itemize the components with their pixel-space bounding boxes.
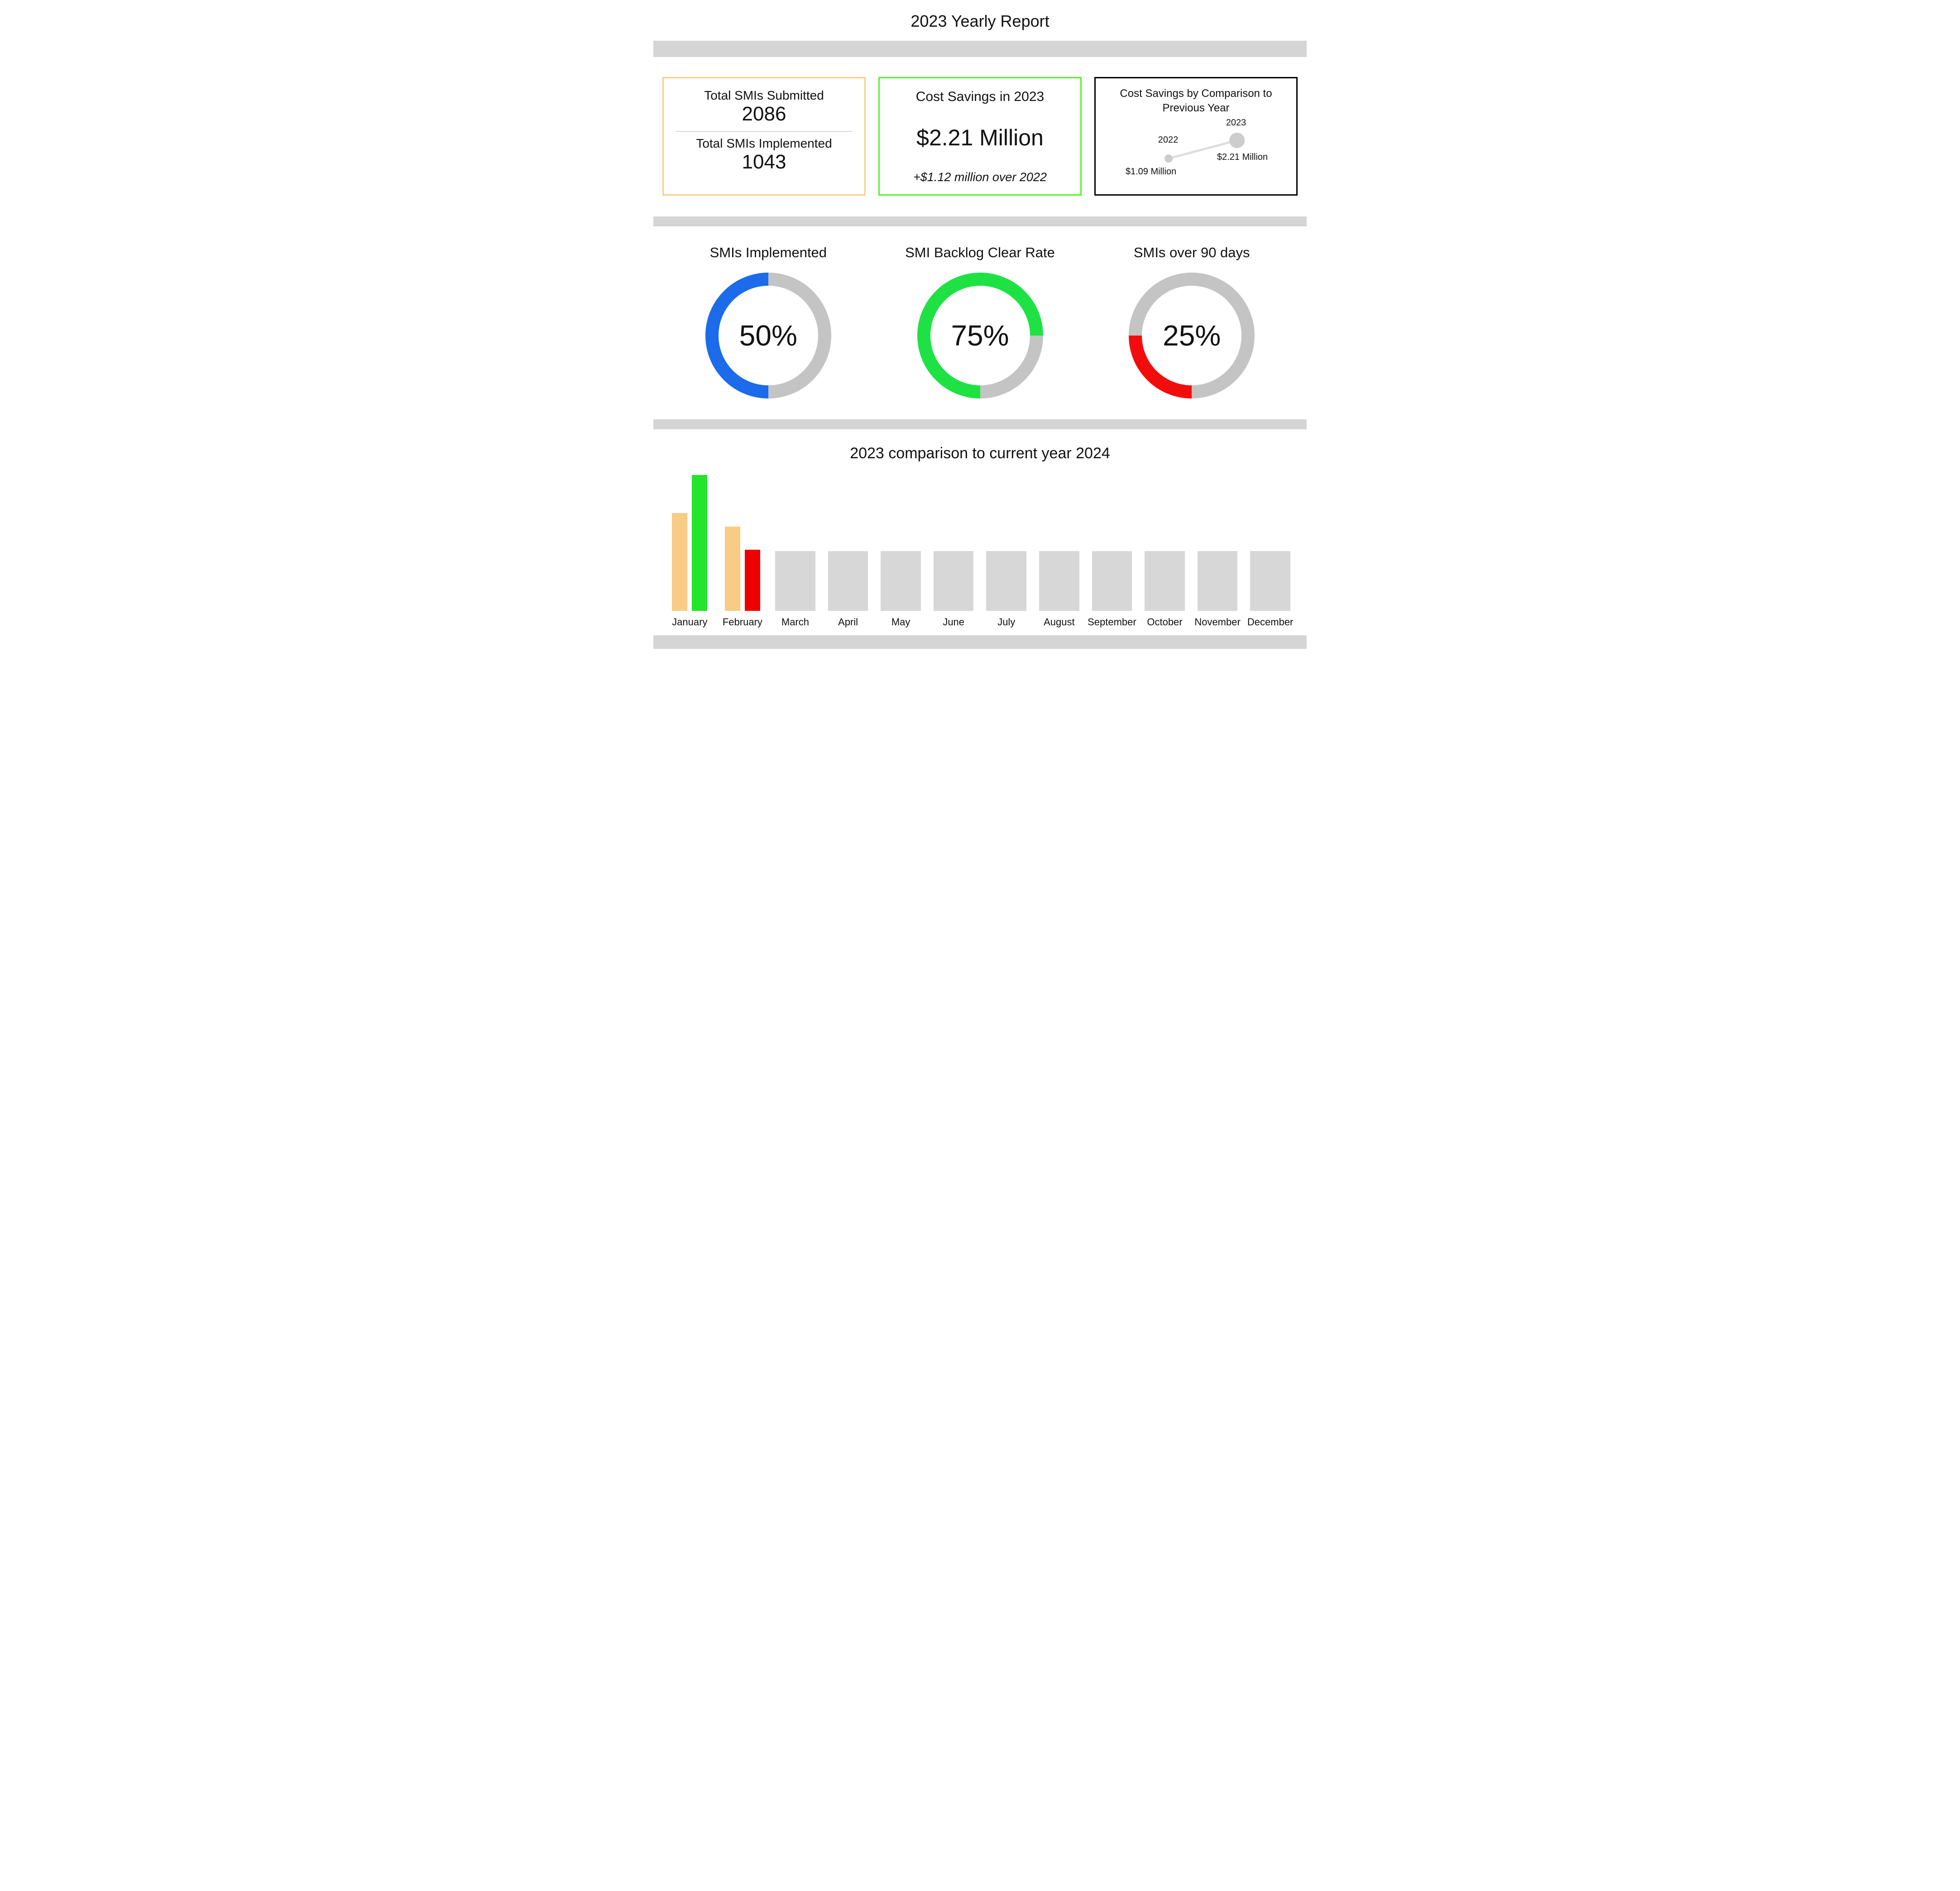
summary-cards: Total SMIs Submitted 2086 Total SMIs Imp… — [653, 77, 1307, 196]
bar-no-data-november — [1197, 551, 1238, 611]
donut-hole: 50% — [718, 286, 818, 385]
month-label-july: July — [997, 616, 1016, 628]
month-column-april — [822, 475, 875, 611]
cost-savings-delta: +$1.12 million over 2022 — [913, 170, 1047, 184]
donut-hole: 25% — [1142, 286, 1242, 385]
bar-no-data-august — [1039, 551, 1079, 611]
month-column-november — [1191, 475, 1244, 611]
month-labels: January February March April May June July Augu… — [653, 616, 1307, 628]
month-label-october: October — [1147, 616, 1183, 628]
bar-no-data-december — [1250, 551, 1290, 611]
donut-gauges: SMIs Implemented 50% SMI Backlog Clear R… — [653, 245, 1307, 398]
section-divider-1 — [653, 216, 1307, 226]
section-divider-2 — [653, 419, 1307, 429]
total-submitted-label: Total SMIs Submitted — [704, 88, 824, 102]
line-chart-canvas — [1164, 132, 1245, 163]
donut-percent: 75% — [951, 319, 1009, 352]
bar-no-data-september — [1092, 551, 1132, 611]
card-separator — [676, 131, 853, 132]
month-label-august: August — [1044, 616, 1075, 628]
bar-2024-february — [744, 550, 760, 611]
month-column-may — [874, 475, 927, 611]
comparison-title: Cost Savings by Comparison to Previous Y… — [1120, 87, 1272, 115]
savings-line-chart: 2022 $1.09 Million 2023 $2.21 Million — [1100, 117, 1292, 188]
card-smi-totals: Total SMIs Submitted 2086 Total SMIs Imp… — [662, 77, 866, 196]
card-cost-savings: Cost Savings in 2023 $2.21 Million +$1.1… — [878, 77, 1082, 196]
donut-ring-smis-over-90-days: 25% — [1129, 273, 1255, 398]
point-value-2023: $2.21 Million — [1217, 152, 1268, 162]
month-label-november: November — [1194, 616, 1241, 628]
bar-no-data-march — [775, 551, 815, 611]
point-value-2022: $1.09 Million — [1125, 166, 1177, 177]
donut-ring-smis-implemented: 50% — [705, 273, 831, 398]
bar-no-data-june — [933, 551, 974, 611]
data-point-2023 — [1229, 132, 1245, 148]
month-column-february — [716, 475, 769, 611]
monthly-comparison-section: 2023 comparison to current year 2024 Jan… — [653, 445, 1307, 628]
donut-percent: 25% — [1163, 319, 1221, 352]
donut-smis-implemented: SMIs Implemented 50% — [662, 245, 874, 398]
cost-savings-value: $2.21 Million — [916, 125, 1044, 150]
month-column-june — [927, 475, 980, 611]
bar-2023-february — [724, 527, 740, 611]
month-label-december: December — [1247, 616, 1294, 628]
page-title: 2023 Yearly Report — [911, 12, 1049, 30]
donut-percent: 50% — [739, 319, 797, 352]
bar-2024-january — [692, 475, 708, 611]
total-submitted-value: 2086 — [742, 103, 786, 125]
month-column-december — [1244, 475, 1297, 611]
total-implemented-value: 1043 — [742, 150, 786, 173]
point-year-2022: 2022 — [1158, 134, 1179, 145]
donut-backlog-clear-rate: SMI Backlog Clear Rate 75% — [874, 245, 1086, 398]
donut-smis-over-90-days: SMIs over 90 days 25% — [1086, 245, 1298, 398]
month-column-october — [1138, 475, 1191, 611]
bar-no-data-october — [1145, 551, 1185, 611]
donut-title: SMIs over 90 days — [1133, 245, 1250, 260]
month-label-september: September — [1088, 616, 1136, 628]
month-label-february: February — [722, 616, 762, 628]
month-column-july — [980, 475, 1033, 611]
donut-hole: 75% — [930, 286, 1030, 385]
bar-chart-title: 2023 comparison to current year 2024 — [850, 445, 1110, 462]
data-point-2022 — [1164, 154, 1173, 163]
card-savings-comparison: Cost Savings by Comparison to Previous Y… — [1094, 77, 1298, 196]
month-column-august — [1033, 475, 1086, 611]
point-year-2023: 2023 — [1226, 117, 1246, 128]
report-page: 2023 Yearly Report Total SMIs Submitted … — [653, 0, 1307, 649]
month-label-may: May — [891, 616, 911, 628]
month-column-january — [663, 475, 716, 611]
bar-2023-january — [672, 513, 688, 611]
footer-strip — [653, 635, 1307, 649]
donut-title: SMIs Implemented — [709, 245, 827, 260]
total-implemented-label: Total SMIs Implemented — [696, 136, 832, 150]
month-label-june: June — [943, 616, 965, 628]
bar-no-data-april — [828, 551, 868, 611]
month-label-april: April — [838, 616, 858, 628]
bar-no-data-july — [986, 551, 1027, 611]
header-divider — [653, 41, 1307, 57]
month-column-march — [769, 475, 822, 611]
cost-savings-title: Cost Savings in 2023 — [915, 89, 1045, 104]
bar-chart — [653, 475, 1307, 611]
month-label-january: January — [672, 616, 708, 628]
donut-ring-backlog-clear-rate: 75% — [917, 273, 1043, 398]
donut-title: SMI Backlog Clear Rate — [905, 245, 1055, 260]
month-label-march: March — [781, 616, 809, 628]
bar-no-data-may — [881, 551, 921, 611]
trend-line — [1168, 139, 1237, 160]
month-column-september — [1086, 475, 1139, 611]
